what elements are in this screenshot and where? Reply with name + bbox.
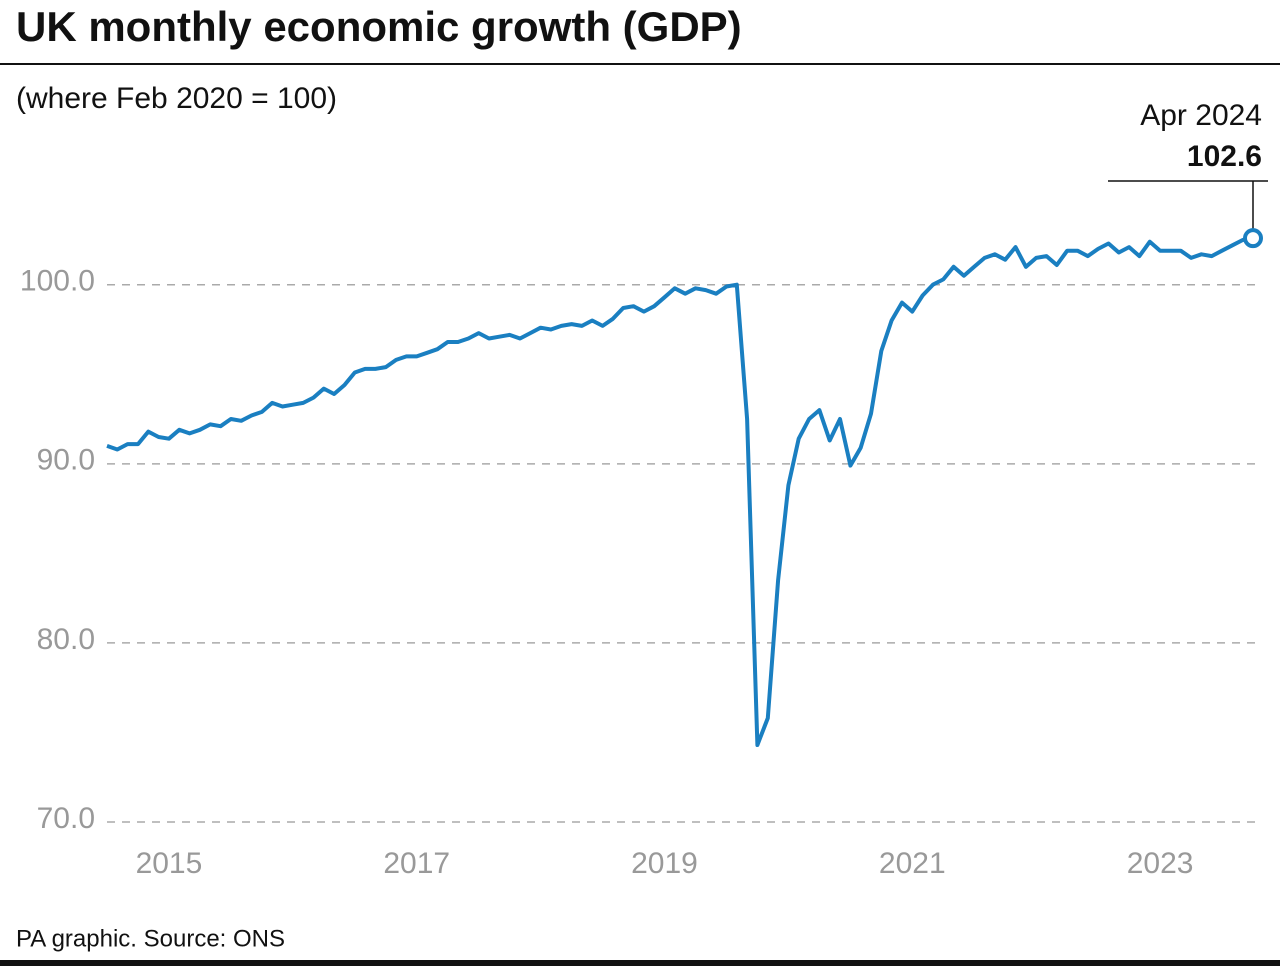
x-tick-label: 2021 bbox=[879, 847, 946, 880]
source: PA graphic. Source: ONS bbox=[16, 925, 285, 952]
annotation-value: 102.6 bbox=[1187, 140, 1262, 173]
end-marker bbox=[1243, 228, 1263, 249]
y-tick-label: 100.0 bbox=[20, 265, 95, 298]
chart-title: UK monthly economic growth (GDP) bbox=[16, 3, 742, 50]
bottom-bar bbox=[0, 960, 1280, 966]
y-tick-label: 80.0 bbox=[37, 623, 95, 656]
x-tick-label: 2017 bbox=[383, 847, 450, 880]
x-tick-label: 2023 bbox=[1127, 847, 1194, 880]
y-tick-label: 70.0 bbox=[37, 802, 95, 835]
subtitle: (where Feb 2020 = 100) bbox=[16, 82, 337, 115]
gdp-line bbox=[106, 236, 1254, 747]
annotation-date: Apr 2024 bbox=[1140, 99, 1262, 132]
x-tick-label: 2015 bbox=[136, 847, 203, 880]
y-tick-label: 90.0 bbox=[37, 444, 95, 477]
x-tick-label: 2019 bbox=[631, 847, 698, 880]
